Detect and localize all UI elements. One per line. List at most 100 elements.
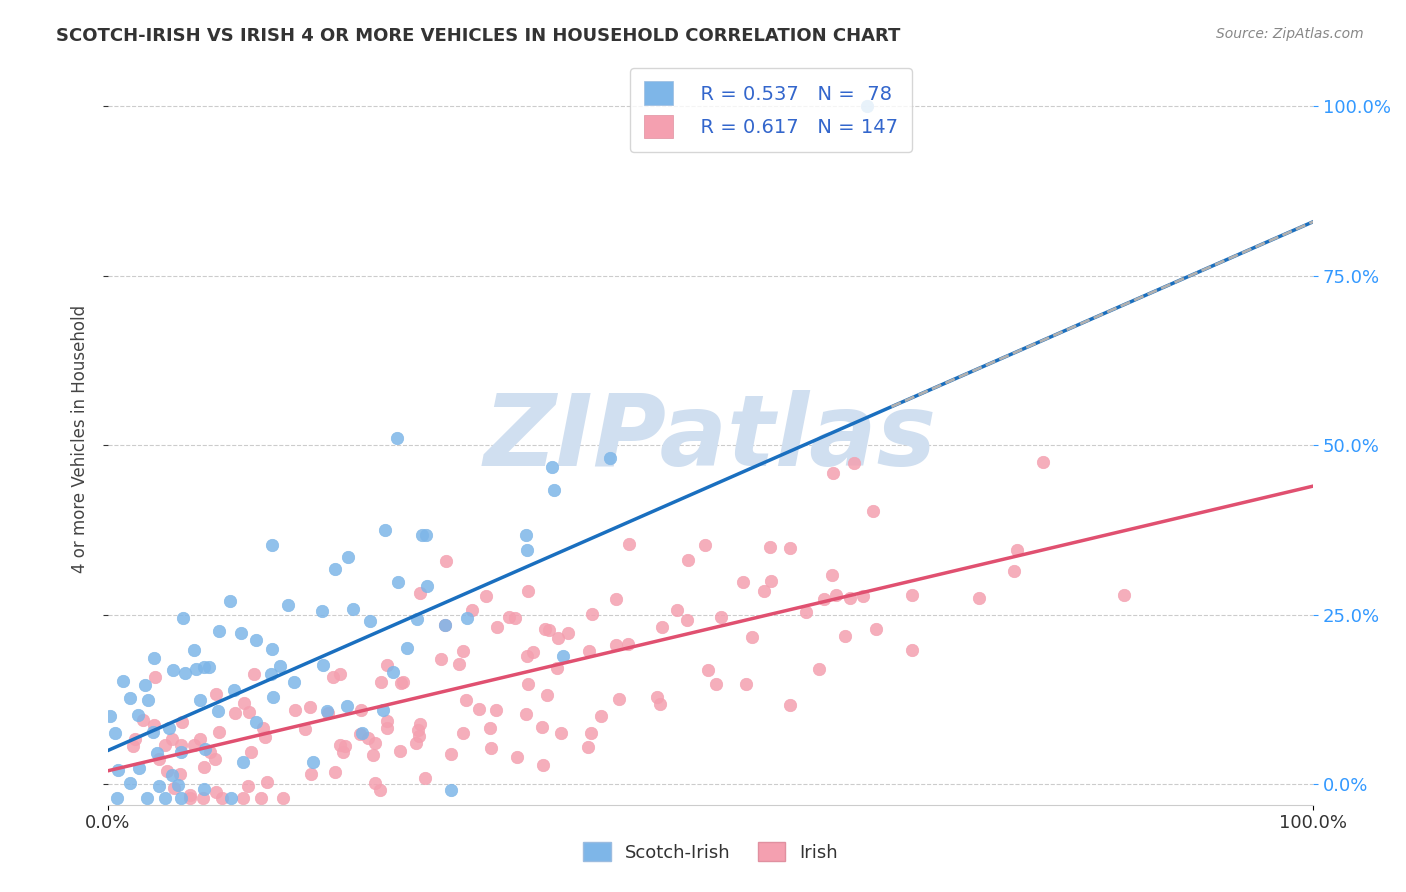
- Point: [179, 791, 201, 805]
- Point: [269, 659, 291, 673]
- Point: [461, 603, 484, 617]
- Point: [676, 613, 699, 627]
- Point: [262, 538, 284, 552]
- Point: [250, 791, 273, 805]
- Point: [607, 692, 630, 706]
- Point: [157, 721, 180, 735]
- Point: [155, 738, 177, 752]
- Point: [174, 666, 197, 681]
- Point: [531, 720, 554, 734]
- Point: [364, 776, 387, 790]
- Point: [142, 725, 165, 739]
- Point: [170, 715, 193, 730]
- Point: [233, 697, 256, 711]
- Point: [451, 644, 474, 658]
- Point: [370, 675, 392, 690]
- Point: [485, 620, 508, 634]
- Point: [256, 775, 278, 789]
- Point: [605, 591, 627, 606]
- Point: [294, 722, 316, 736]
- Point: [323, 764, 346, 779]
- Point: [823, 467, 845, 481]
- Point: [395, 640, 418, 655]
- Point: [364, 736, 387, 750]
- Point: [153, 791, 176, 805]
- Point: [363, 748, 385, 763]
- Point: [239, 745, 262, 759]
- Point: [204, 752, 226, 766]
- Point: [323, 562, 346, 576]
- Point: [415, 579, 437, 593]
- Point: [468, 702, 491, 716]
- Point: [124, 732, 146, 747]
- Point: [553, 649, 575, 664]
- Point: [242, 666, 264, 681]
- Point: [651, 619, 673, 633]
- Point: [160, 768, 183, 782]
- Point: [834, 629, 856, 643]
- Text: Source: ZipAtlas.com: Source: ZipAtlas.com: [1216, 27, 1364, 41]
- Point: [447, 657, 470, 671]
- Text: SCOTCH-IRISH VS IRISH 4 OR MORE VEHICLES IN HOUSEHOLD CORRELATION CHART: SCOTCH-IRISH VS IRISH 4 OR MORE VEHICLES…: [56, 27, 901, 45]
- Point: [481, 741, 503, 756]
- Point: [232, 755, 254, 769]
- Point: [754, 583, 776, 598]
- Point: [142, 650, 165, 665]
- Point: [382, 665, 405, 680]
- Point: [839, 591, 862, 605]
- Point: [408, 586, 430, 600]
- Point: [232, 791, 254, 805]
- Point: [219, 791, 242, 805]
- Point: [1032, 455, 1054, 469]
- Point: [409, 716, 432, 731]
- Point: [647, 690, 669, 704]
- Point: [127, 707, 149, 722]
- Point: [408, 729, 430, 743]
- Point: [142, 718, 165, 732]
- Point: [204, 785, 226, 799]
- Point: [741, 630, 763, 644]
- Point: [132, 713, 155, 727]
- Point: [184, 662, 207, 676]
- Point: [238, 706, 260, 720]
- Point: [534, 622, 557, 636]
- Point: [759, 574, 782, 588]
- Point: [120, 776, 142, 790]
- Point: [299, 767, 322, 781]
- Point: [179, 788, 201, 802]
- Point: [547, 632, 569, 646]
- Point: [205, 687, 228, 701]
- Point: [207, 704, 229, 718]
- Point: [375, 721, 398, 735]
- Point: [498, 610, 520, 624]
- Point: [135, 791, 157, 805]
- Point: [1002, 564, 1025, 578]
- Point: [696, 664, 718, 678]
- Point: [169, 767, 191, 781]
- Point: [207, 624, 229, 639]
- Point: [208, 724, 231, 739]
- Point: [710, 610, 733, 624]
- Point: [821, 568, 844, 582]
- Text: ZIPatlas: ZIPatlas: [484, 390, 938, 487]
- Point: [312, 658, 335, 673]
- Point: [411, 528, 433, 542]
- Point: [666, 603, 689, 617]
- Point: [550, 725, 572, 739]
- Point: [415, 528, 437, 542]
- Point: [503, 611, 526, 625]
- Point: [387, 575, 409, 590]
- Point: [245, 632, 267, 647]
- Point: [454, 693, 477, 707]
- Point: [333, 739, 356, 754]
- Point: [430, 652, 453, 666]
- Point: [619, 537, 641, 551]
- Point: [405, 736, 427, 750]
- Point: [183, 643, 205, 657]
- Point: [1112, 588, 1135, 602]
- Point: [224, 706, 246, 720]
- Point: [865, 622, 887, 636]
- Point: [262, 690, 284, 704]
- Point: [440, 747, 463, 761]
- Point: [375, 714, 398, 728]
